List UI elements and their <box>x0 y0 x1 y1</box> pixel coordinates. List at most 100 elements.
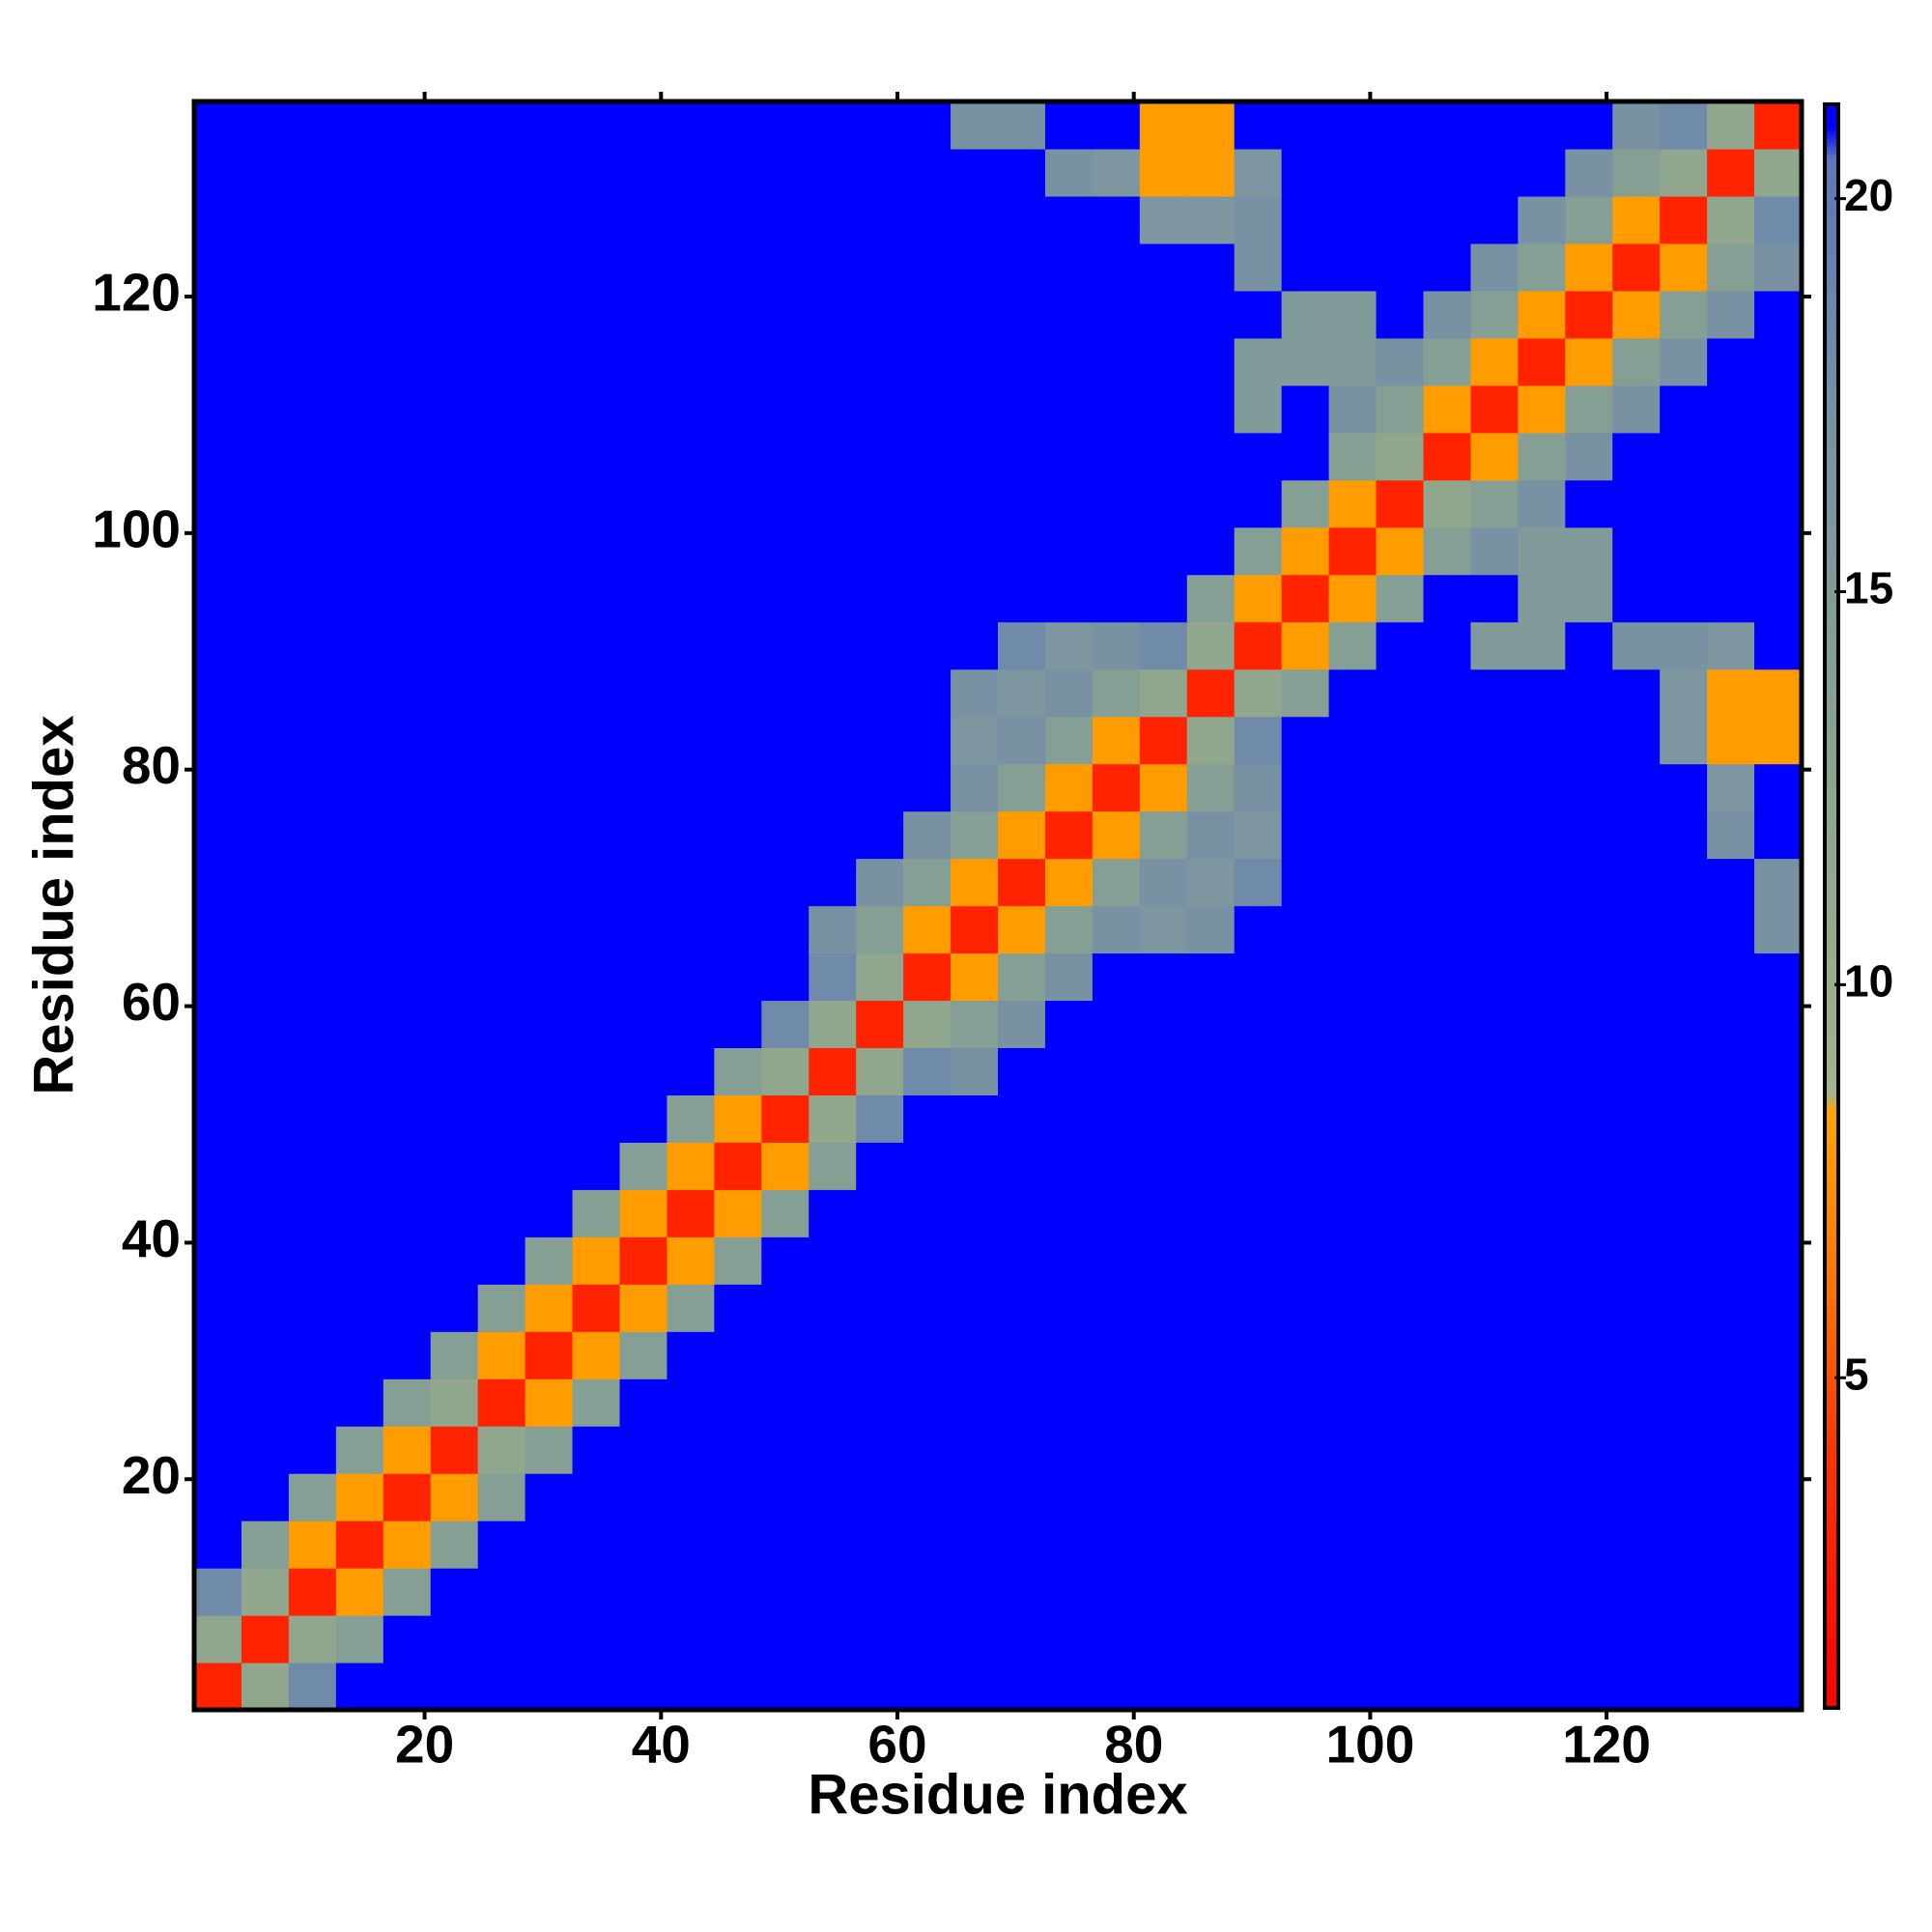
heatmap-cell <box>241 810 290 860</box>
heatmap-cell <box>903 1378 952 1427</box>
heatmap-cell <box>903 1236 952 1285</box>
heatmap-cell <box>1518 1284 1566 1332</box>
heatmap-cell <box>1234 1331 1283 1379</box>
heatmap-cell <box>572 858 621 907</box>
heatmap-cell <box>241 763 290 812</box>
heatmap-cell <box>998 1520 1046 1569</box>
heatmap-cell <box>383 195 432 244</box>
heatmap-cell <box>903 1426 952 1474</box>
heatmap-cell <box>903 810 952 860</box>
heatmap-cell <box>477 1520 526 1569</box>
heatmap-cell <box>1754 1189 1803 1237</box>
heatmap-cell <box>241 526 290 576</box>
heatmap-cell <box>667 1426 715 1474</box>
heatmap-cell <box>572 1000 621 1049</box>
heatmap-cell <box>856 1615 904 1663</box>
heatmap-cell <box>1423 1568 1472 1616</box>
heatmap-cell <box>619 905 668 954</box>
heatmap-cell <box>1707 479 1755 528</box>
heatmap-cell <box>619 952 668 1002</box>
heatmap-cell <box>194 195 242 244</box>
heatmap-cell <box>194 101 242 150</box>
heatmap-cell <box>667 621 715 670</box>
heatmap-cell <box>383 1189 432 1237</box>
heatmap-cell <box>383 1426 432 1474</box>
heatmap-cell <box>619 242 668 292</box>
heatmap-cell <box>1376 858 1425 907</box>
heatmap-cell <box>525 1284 574 1332</box>
heatmap-cell <box>619 290 668 339</box>
heatmap-cell <box>525 290 574 339</box>
heatmap-cell <box>525 1378 574 1427</box>
heatmap-cell <box>1423 1189 1472 1237</box>
heatmap-cell <box>288 716 337 765</box>
heatmap-cell <box>1139 242 1188 292</box>
heatmap-cell <box>951 716 999 765</box>
heatmap-cell <box>572 479 621 528</box>
heatmap-cell <box>1754 195 1803 244</box>
heatmap-cell <box>1660 1142 1708 1190</box>
heatmap-cell <box>1518 242 1566 292</box>
heatmap-cell <box>288 1662 337 1711</box>
heatmap-cell <box>525 952 574 1002</box>
heatmap-cell <box>951 621 999 670</box>
heatmap-cell <box>1281 337 1330 386</box>
heatmap-cell <box>383 1615 432 1663</box>
heatmap-cell <box>1707 1520 1755 1569</box>
heatmap-cell <box>1423 1662 1472 1711</box>
heatmap-cell <box>667 763 715 812</box>
heatmap-cell <box>1660 148 1708 197</box>
heatmap-cell <box>1612 763 1661 812</box>
heatmap-cell <box>194 858 242 907</box>
heatmap-cell <box>1186 858 1236 907</box>
heatmap-cell <box>194 242 242 292</box>
heatmap-cell <box>477 1331 526 1379</box>
heatmap-cell <box>951 526 999 576</box>
y-tick-label: 120 <box>92 263 181 323</box>
heatmap-cell <box>667 1142 715 1190</box>
heatmap-cell <box>335 810 384 860</box>
heatmap-cell <box>572 1662 621 1711</box>
heatmap-cell <box>1234 337 1283 386</box>
heatmap-cell <box>1660 810 1708 860</box>
heatmap-cell <box>430 1236 479 1285</box>
heatmap-cell <box>525 1000 574 1049</box>
heatmap-cell <box>1328 668 1378 718</box>
heatmap-cell <box>194 432 242 481</box>
heatmap-cell <box>667 1331 715 1379</box>
heatmap-cell <box>761 290 810 339</box>
heatmap-cell <box>1281 384 1330 434</box>
heatmap-cell <box>1328 337 1378 386</box>
heatmap-cell <box>525 479 574 528</box>
heatmap-cell <box>619 1142 668 1190</box>
heatmap-cell <box>1423 1473 1472 1521</box>
heatmap-cell <box>856 337 904 386</box>
heatmap-cell <box>998 1378 1046 1427</box>
heatmap-cell <box>288 242 337 292</box>
heatmap-cell <box>194 668 242 718</box>
heatmap-cell <box>1044 1473 1094 1521</box>
x-axis-label: Residue index <box>808 1763 1187 1826</box>
heatmap-cell <box>1707 1615 1755 1663</box>
heatmap-cell <box>903 432 952 481</box>
heatmap-cell <box>194 384 242 434</box>
heatmap-cell <box>1423 101 1472 150</box>
heatmap-cell <box>619 479 668 528</box>
heatmap-cell <box>194 1331 242 1379</box>
heatmap-cell <box>1376 432 1425 481</box>
heatmap-cell <box>619 1284 668 1332</box>
heatmap-cell <box>1281 479 1330 528</box>
heatmap-cell <box>1092 242 1141 292</box>
heatmap-cell <box>1518 668 1566 718</box>
heatmap-cell <box>1754 1000 1803 1049</box>
heatmap-cell <box>1281 1426 1330 1474</box>
heatmap-cell <box>241 1236 290 1285</box>
heatmap-cell <box>572 242 621 292</box>
heatmap-cell <box>1234 668 1283 718</box>
heatmap-cell <box>288 621 337 670</box>
heatmap-cell <box>1612 621 1661 670</box>
heatmap-cell <box>241 952 290 1002</box>
heatmap-cell <box>1092 952 1141 1002</box>
heatmap-cell <box>1234 621 1283 670</box>
heatmap-cell <box>1234 479 1283 528</box>
